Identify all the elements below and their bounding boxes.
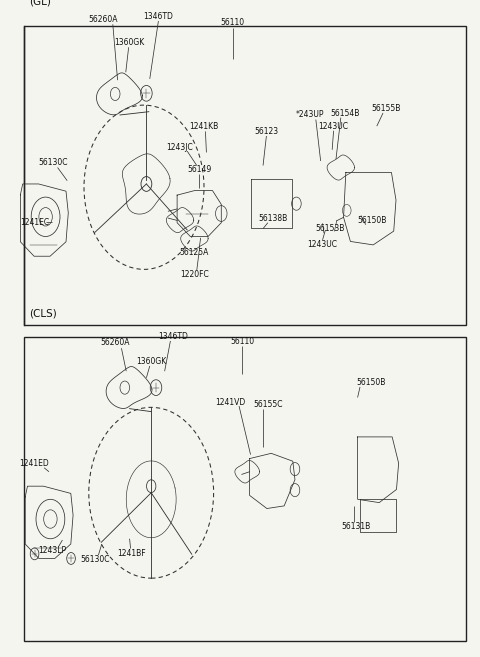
Text: 1241BF: 1241BF	[118, 549, 146, 558]
Text: 56150B: 56150B	[356, 378, 385, 387]
Text: 56155C: 56155C	[253, 399, 283, 409]
Text: 1241ED: 1241ED	[20, 459, 49, 468]
Text: 56138B: 56138B	[258, 214, 287, 223]
Bar	[24, 337, 466, 641]
Text: 1241KB: 1241KB	[190, 122, 218, 131]
Text: 1346TD: 1346TD	[158, 332, 188, 341]
Text: 56130C: 56130C	[38, 158, 68, 168]
Text: 1243UC: 1243UC	[308, 240, 337, 249]
Text: 1220FC: 1220FC	[180, 270, 209, 279]
Text: 56150B: 56150B	[357, 215, 387, 225]
Text: 1241EC: 1241EC	[20, 217, 49, 227]
Text: 1241VD: 1241VD	[215, 397, 246, 407]
Text: (GL): (GL)	[29, 0, 51, 7]
Text: 56260A: 56260A	[100, 338, 130, 348]
Text: (CLS): (CLS)	[29, 309, 57, 319]
Text: 56155B: 56155B	[372, 104, 401, 113]
Text: 56131B: 56131B	[342, 522, 371, 532]
Bar	[24, 26, 466, 325]
Text: 56110: 56110	[221, 18, 245, 28]
Text: 56154B: 56154B	[330, 108, 360, 118]
Text: 1346TD: 1346TD	[144, 12, 173, 21]
Text: 56260A: 56260A	[88, 15, 118, 24]
Text: 56125A: 56125A	[180, 248, 209, 258]
Text: 56153B: 56153B	[315, 224, 345, 233]
Text: 1360GK: 1360GK	[136, 357, 167, 366]
Text: 56149: 56149	[187, 165, 211, 174]
Text: 1243UC: 1243UC	[319, 122, 348, 131]
Text: 1243JC: 1243JC	[167, 143, 193, 152]
Text: 1243LP: 1243LP	[38, 546, 66, 555]
Text: 56110: 56110	[230, 337, 254, 346]
Text: 56123: 56123	[254, 127, 278, 136]
Text: *243UP: *243UP	[295, 110, 324, 120]
Text: 1360GK: 1360GK	[114, 38, 145, 47]
Text: 56130C: 56130C	[80, 555, 110, 564]
